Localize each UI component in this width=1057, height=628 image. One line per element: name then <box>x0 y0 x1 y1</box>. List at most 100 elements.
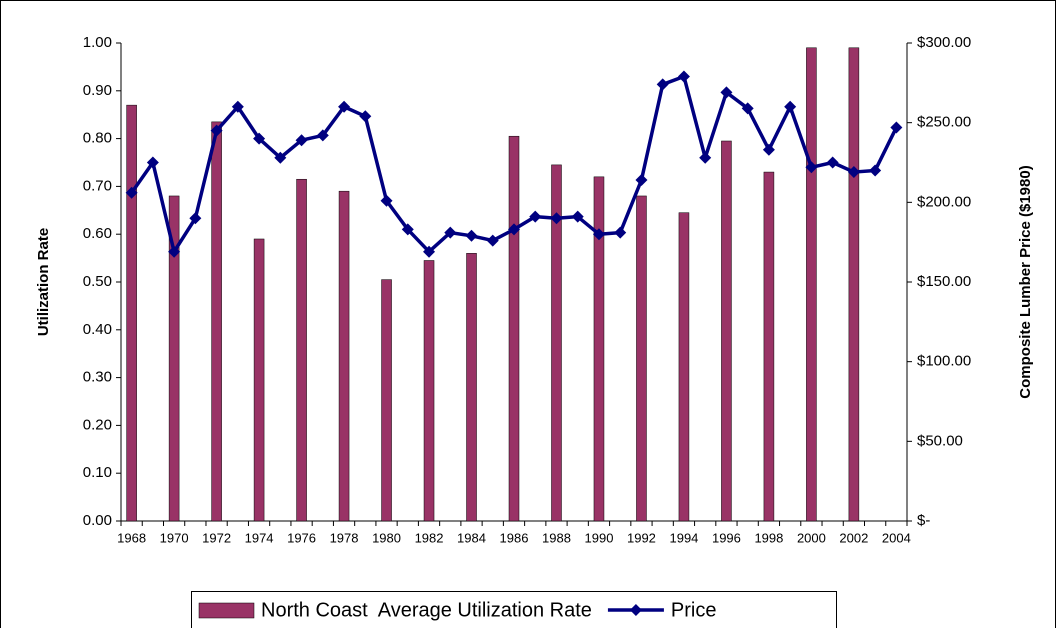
price-marker <box>231 100 244 113</box>
y2-tick-label: $150.00 <box>917 273 971 290</box>
y2-tick-label: $300.00 <box>917 34 971 51</box>
x-tick-label: 1976 <box>287 530 316 545</box>
y-tick-label: 0.60 <box>83 225 112 242</box>
price-marker <box>784 100 797 113</box>
price-marker <box>847 166 860 179</box>
price-marker <box>805 161 818 174</box>
price-marker <box>423 245 436 258</box>
y-tick-label: 0.40 <box>83 321 112 338</box>
bar <box>211 121 222 522</box>
legend-box <box>191 591 837 628</box>
bar <box>381 279 392 522</box>
bar <box>763 171 775 522</box>
price-marker <box>274 151 287 164</box>
x-tick-label: 1992 <box>627 530 656 545</box>
price-marker <box>359 110 372 123</box>
x-tick-label: 1984 <box>457 530 486 545</box>
y-axis-title: Utilization Rate <box>35 228 52 336</box>
price-marker <box>741 102 754 115</box>
price-marker <box>826 156 839 169</box>
legend-label: North Coast Average Utilization Rate <box>261 599 592 621</box>
y-tick-label: 0.90 <box>83 82 112 99</box>
price-marker <box>125 186 138 199</box>
bar <box>423 260 435 522</box>
y-tick-label: 0.50 <box>83 273 112 290</box>
x-tick-label: 1970 <box>160 530 189 545</box>
bar <box>848 47 860 522</box>
y2-tick-label: $- <box>917 512 930 529</box>
legend-swatch <box>198 602 255 619</box>
bar <box>721 140 732 522</box>
x-tick-label: 1978 <box>330 530 359 545</box>
y2-tick-label: $100.00 <box>917 353 971 370</box>
x-tick-label: 2000 <box>797 530 826 545</box>
price-marker <box>890 121 903 134</box>
bar <box>338 190 350 522</box>
price-marker <box>380 194 393 207</box>
x-tick-label: 1998 <box>754 530 783 545</box>
y-tick-label: 0.20 <box>83 416 112 433</box>
price-marker <box>465 229 478 242</box>
y-tick-label: 0.80 <box>83 130 112 147</box>
bar <box>466 253 477 522</box>
bar <box>806 47 817 522</box>
price-marker <box>486 234 499 247</box>
price-marker <box>295 134 308 147</box>
legend-label: Price <box>671 599 717 621</box>
y2-tick-label: $200.00 <box>917 193 971 210</box>
x-tick-label: 1972 <box>202 530 231 545</box>
price-marker <box>189 212 202 225</box>
x-tick-label: 2004 <box>882 530 911 545</box>
price-marker <box>869 164 882 177</box>
price-marker <box>168 245 181 258</box>
y-tick-label: 0.30 <box>83 369 112 386</box>
y-tick-label: 1.00 <box>83 34 112 51</box>
price-marker <box>444 226 457 239</box>
price-marker <box>401 223 414 236</box>
price-marker <box>253 132 266 145</box>
price-marker <box>571 210 584 223</box>
y-tick-label: 0.70 <box>83 177 112 194</box>
bar <box>126 104 137 522</box>
price-marker <box>635 174 648 187</box>
bar <box>253 238 265 522</box>
x-tick-label: 1986 <box>500 530 529 545</box>
y-tick-label: 0.00 <box>83 512 112 529</box>
bar <box>296 178 307 522</box>
y2-tick-label: $250.00 <box>917 114 971 131</box>
bar <box>551 164 562 522</box>
x-tick-label: 1968 <box>117 530 146 545</box>
x-tick-label: 1974 <box>245 530 274 545</box>
price-marker <box>529 210 542 223</box>
y2-tick-label: $50.00 <box>917 432 963 449</box>
price-marker <box>316 129 329 142</box>
price-marker <box>508 223 520 236</box>
price-marker <box>677 70 690 83</box>
legend-marker <box>629 604 642 616</box>
y2-axis-title: Composite Lumber Price ($1980) <box>1017 165 1034 398</box>
bar <box>678 212 690 522</box>
bar <box>168 195 180 522</box>
bar <box>508 135 520 522</box>
price-marker <box>762 143 775 156</box>
price-marker <box>550 212 563 225</box>
bar <box>593 176 605 522</box>
bar <box>636 195 647 522</box>
x-tick-label: 1994 <box>669 530 698 545</box>
x-tick-label: 1988 <box>542 530 571 545</box>
x-tick-label: 1980 <box>372 530 401 545</box>
price-marker <box>338 100 351 113</box>
x-tick-label: 1982 <box>415 530 444 545</box>
price-marker <box>210 124 223 137</box>
price-marker <box>699 151 712 164</box>
price-marker <box>614 226 627 239</box>
price-marker <box>720 86 733 99</box>
price-marker <box>592 228 605 241</box>
y-tick-label: 0.10 <box>83 464 112 481</box>
price-marker <box>146 156 159 169</box>
x-tick-label: 2002 <box>839 530 868 545</box>
x-tick-label: 1990 <box>585 530 614 545</box>
x-tick-label: 1996 <box>712 530 741 545</box>
